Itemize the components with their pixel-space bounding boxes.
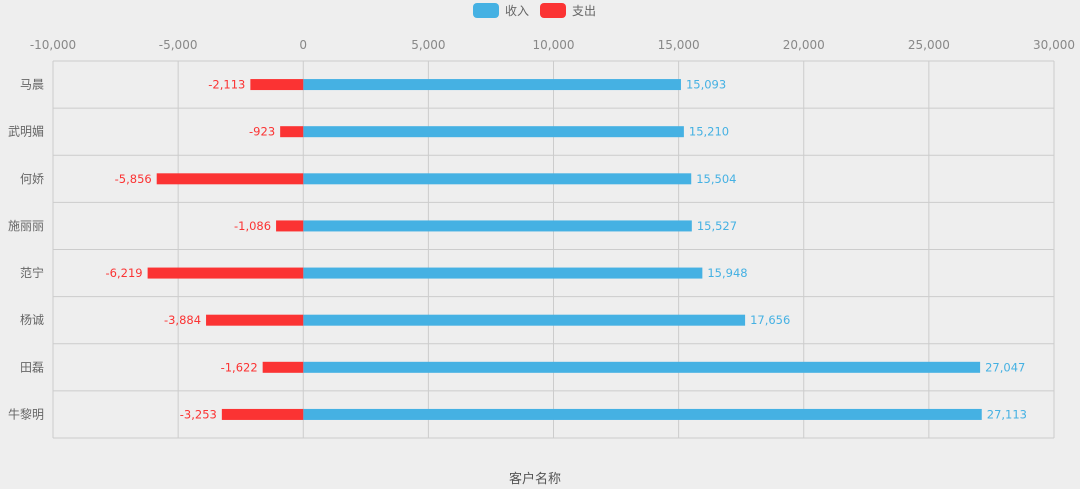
bar[interactable]	[303, 314, 746, 326]
bar[interactable]	[303, 408, 982, 420]
legend-swatch[interactable]	[473, 3, 499, 18]
data-label: 27,113	[987, 407, 1027, 421]
x-tick-label: 10,000	[533, 38, 575, 52]
data-label: 15,948	[707, 266, 747, 280]
x-tick-label: 0	[299, 38, 307, 52]
data-label: -3,253	[180, 407, 217, 421]
x-tick-label: 15,000	[658, 38, 700, 52]
data-label: -1,622	[221, 360, 258, 374]
bars	[147, 79, 982, 420]
bar[interactable]	[303, 79, 681, 91]
bar[interactable]	[303, 220, 692, 232]
x-tick-label: 25,000	[908, 38, 950, 52]
bar[interactable]	[262, 361, 304, 373]
data-label: 17,656	[750, 313, 790, 327]
bar[interactable]	[156, 173, 304, 185]
x-tick-label: 5,000	[411, 38, 445, 52]
data-label: -2,113	[208, 78, 245, 92]
data-label: 15,504	[696, 172, 736, 186]
x-axis-title: 客户名称	[509, 471, 561, 487]
data-label: -5,856	[115, 172, 152, 186]
category-label: 马晨	[20, 78, 44, 92]
data-label: -923	[249, 125, 275, 139]
x-axis-ticks: -10,000 -5,000 0 5,000 10,000 15,000 20,000 25,…	[30, 38, 1075, 52]
category-label: 何娇	[20, 172, 44, 186]
legend[interactable]: 收入 支出	[473, 3, 596, 18]
data-label: 15,210	[689, 125, 729, 139]
category-label: 范宁	[20, 265, 44, 280]
data-label: -1,086	[234, 219, 271, 233]
bar[interactable]	[147, 267, 304, 279]
category-label: 武明媚	[8, 125, 44, 139]
x-tick-label: 30,000	[1033, 38, 1075, 52]
category-label: 施丽丽	[8, 219, 44, 233]
data-label: -3,884	[164, 313, 201, 327]
bar[interactable]	[221, 408, 304, 420]
bar[interactable]	[280, 126, 304, 138]
legend-label[interactable]: 支出	[572, 4, 596, 18]
bar[interactable]	[303, 267, 703, 279]
data-label: 15,527	[697, 219, 737, 233]
legend-swatch[interactable]	[540, 3, 566, 18]
legend-label[interactable]: 收入	[505, 4, 529, 18]
x-tick-label: 20,000	[783, 38, 825, 52]
bar[interactable]	[303, 126, 684, 138]
data-label: -6,219	[106, 266, 143, 280]
data-label: 27,047	[985, 360, 1025, 374]
bar[interactable]	[276, 220, 304, 232]
bar[interactable]	[303, 173, 692, 185]
data-label: 15,093	[686, 78, 726, 92]
grid-lines	[52, 60, 1055, 439]
bar[interactable]	[206, 314, 304, 326]
bar[interactable]	[303, 361, 981, 373]
x-tick-label: -10,000	[30, 38, 76, 52]
category-label: 杨诚	[20, 312, 44, 327]
x-tick-label: -5,000	[159, 38, 198, 52]
bar[interactable]	[250, 79, 304, 91]
data-labels: 15,093 -2,113 15,210 -923 15,504 -5,856 15,527…	[106, 78, 1027, 422]
category-label: 田磊	[20, 360, 44, 374]
category-label: 牛黎明	[8, 406, 44, 421]
